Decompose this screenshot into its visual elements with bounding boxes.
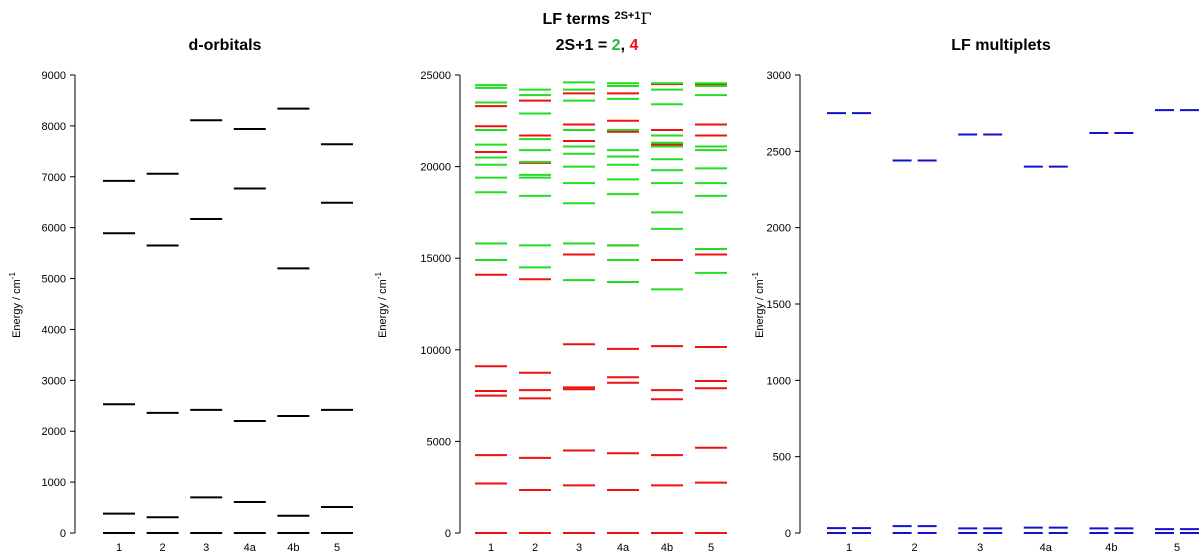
x-tick-label: 1 [116,542,122,554]
y-tick-label: 5000 [427,436,451,448]
y-tick-label: 1000 [767,375,791,387]
y-axis-label: Energy / cm-1 [8,272,23,338]
x-tick-label: 2 [160,542,166,554]
x-tick-label: 3 [203,542,209,554]
y-tick-label: 10000 [420,345,451,357]
y-tick-label: 0 [785,528,791,540]
plot-area: 0 500 1000 1500 2000 2500 3000 1 2 3 4a 4b 5 [767,70,1199,554]
y-tick-label: 1500 [767,299,791,311]
x-tick-label: 4a [617,542,630,554]
y-tick-label: 3000 [767,70,791,82]
y-tick-label: 7000 [42,172,66,184]
x-tick-label: 3 [977,542,983,554]
x-tick-label: 5 [1174,542,1180,554]
x-tick-label: 5 [334,542,340,554]
chart-subtitle: 2S+1 = 2, 4 [556,37,639,54]
plot-area: 0 5000 10000 15000 20000 25000 1 2 3 4a 4b 5 [420,70,727,554]
y-tick-label: 0 [445,528,451,540]
y-tick-label: 25000 [420,70,451,82]
y-tick-label: 500 [773,452,791,464]
y-tick-label: 2500 [767,146,791,158]
x-tick-label: 5 [708,542,714,554]
panel-lf-terms: LF terms 2S+1Γ 2S+1 = 2, 4 Energy / cm-1… [374,9,727,554]
chart-title: LF terms 2S+1Γ [542,9,651,28]
x-tick-label: 3 [576,542,582,554]
y-axis-label: Energy / cm-1 [751,272,766,338]
y-tick-label: 1000 [42,477,66,489]
x-tick-label: 4b [287,542,299,554]
y-tick-label: 15000 [420,253,451,265]
x-tick-label: 4a [1040,542,1053,554]
chart-title: d-orbitals [189,37,262,54]
panel-lf-multiplets: LF multiplets Energy / cm-1 0 500 1000 1500… [751,37,1199,554]
y-axis-label: Energy / cm-1 [374,272,389,338]
plot-area: 0 1000 2000 3000 4000 5000 6000 7000 8000 9000 1 2 3… [42,70,353,554]
y-tick-label: 9000 [42,70,66,82]
y-tick-label: 0 [60,528,66,540]
x-tick-label: 4a [244,542,257,554]
y-tick-label: 20000 [420,162,451,174]
x-tick-label: 4b [1105,542,1117,554]
y-tick-label: 6000 [42,223,66,235]
x-tick-label: 1 [846,542,852,554]
x-tick-label: 4b [661,542,673,554]
chart-title: LF multiplets [951,37,1051,54]
y-tick-label: 3000 [42,375,66,387]
y-tick-label: 2000 [767,223,791,235]
x-tick-label: 2 [532,542,538,554]
x-tick-label: 2 [912,542,918,554]
panel-d-orbitals: d-orbitals Energy / cm-1 0 1000 2000 3000 40… [8,37,353,554]
y-tick-label: 8000 [42,121,66,133]
y-tick-label: 2000 [42,426,66,438]
y-tick-label: 4000 [42,324,66,336]
y-tick-label: 5000 [42,274,66,286]
x-tick-label: 1 [488,542,494,554]
